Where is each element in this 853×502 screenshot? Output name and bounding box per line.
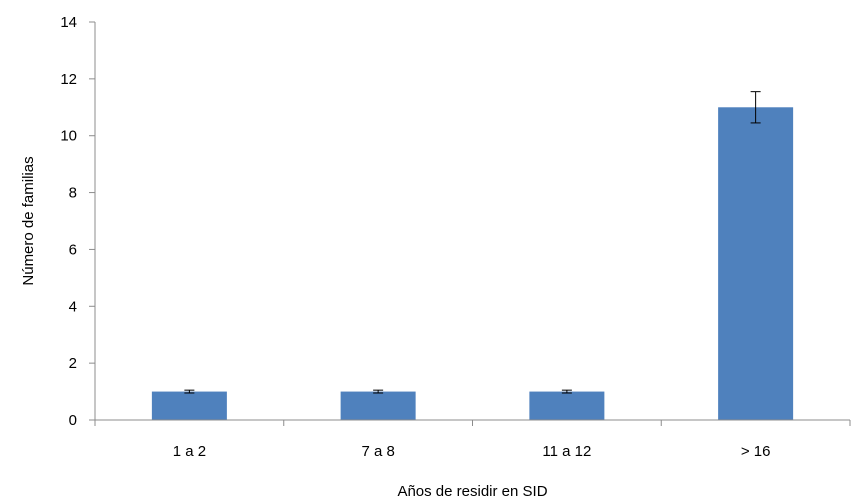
y-tick-label: 12 — [60, 71, 77, 88]
y-tick-label: 8 — [69, 185, 77, 202]
bars-group — [151, 107, 794, 421]
y-tick-label: 0 — [69, 412, 77, 429]
y-tick-label: 10 — [60, 128, 77, 145]
error-bar — [750, 91, 761, 124]
y-tick-label: 2 — [69, 355, 77, 372]
bar — [151, 391, 227, 420]
x-tick-label: 1 a 2 — [173, 443, 206, 460]
bar — [529, 391, 605, 420]
x-tick-label: 7 a 8 — [361, 443, 394, 460]
x-axis-title: Años de residir en SID — [397, 483, 547, 500]
y-tick-label: 14 — [60, 14, 77, 31]
error-bar — [373, 389, 384, 394]
bar — [718, 107, 794, 421]
bar — [340, 391, 416, 420]
x-tick-label: 11 a 12 — [542, 443, 591, 460]
error-bar — [561, 389, 572, 394]
y-ticks-group: 0 2 4 6 8 10 12 14 — [60, 14, 95, 429]
y-axis-title: Número de familias — [20, 156, 37, 285]
error-bars-group — [184, 91, 761, 394]
x-ticks-group: 1 a 2 7 a 8 11 a 12 > 16 — [94, 420, 851, 460]
x-tick-label: > 16 — [741, 443, 771, 460]
y-tick-label: 6 — [69, 241, 77, 258]
error-bar — [184, 389, 195, 394]
y-tick-label: 4 — [69, 298, 77, 315]
